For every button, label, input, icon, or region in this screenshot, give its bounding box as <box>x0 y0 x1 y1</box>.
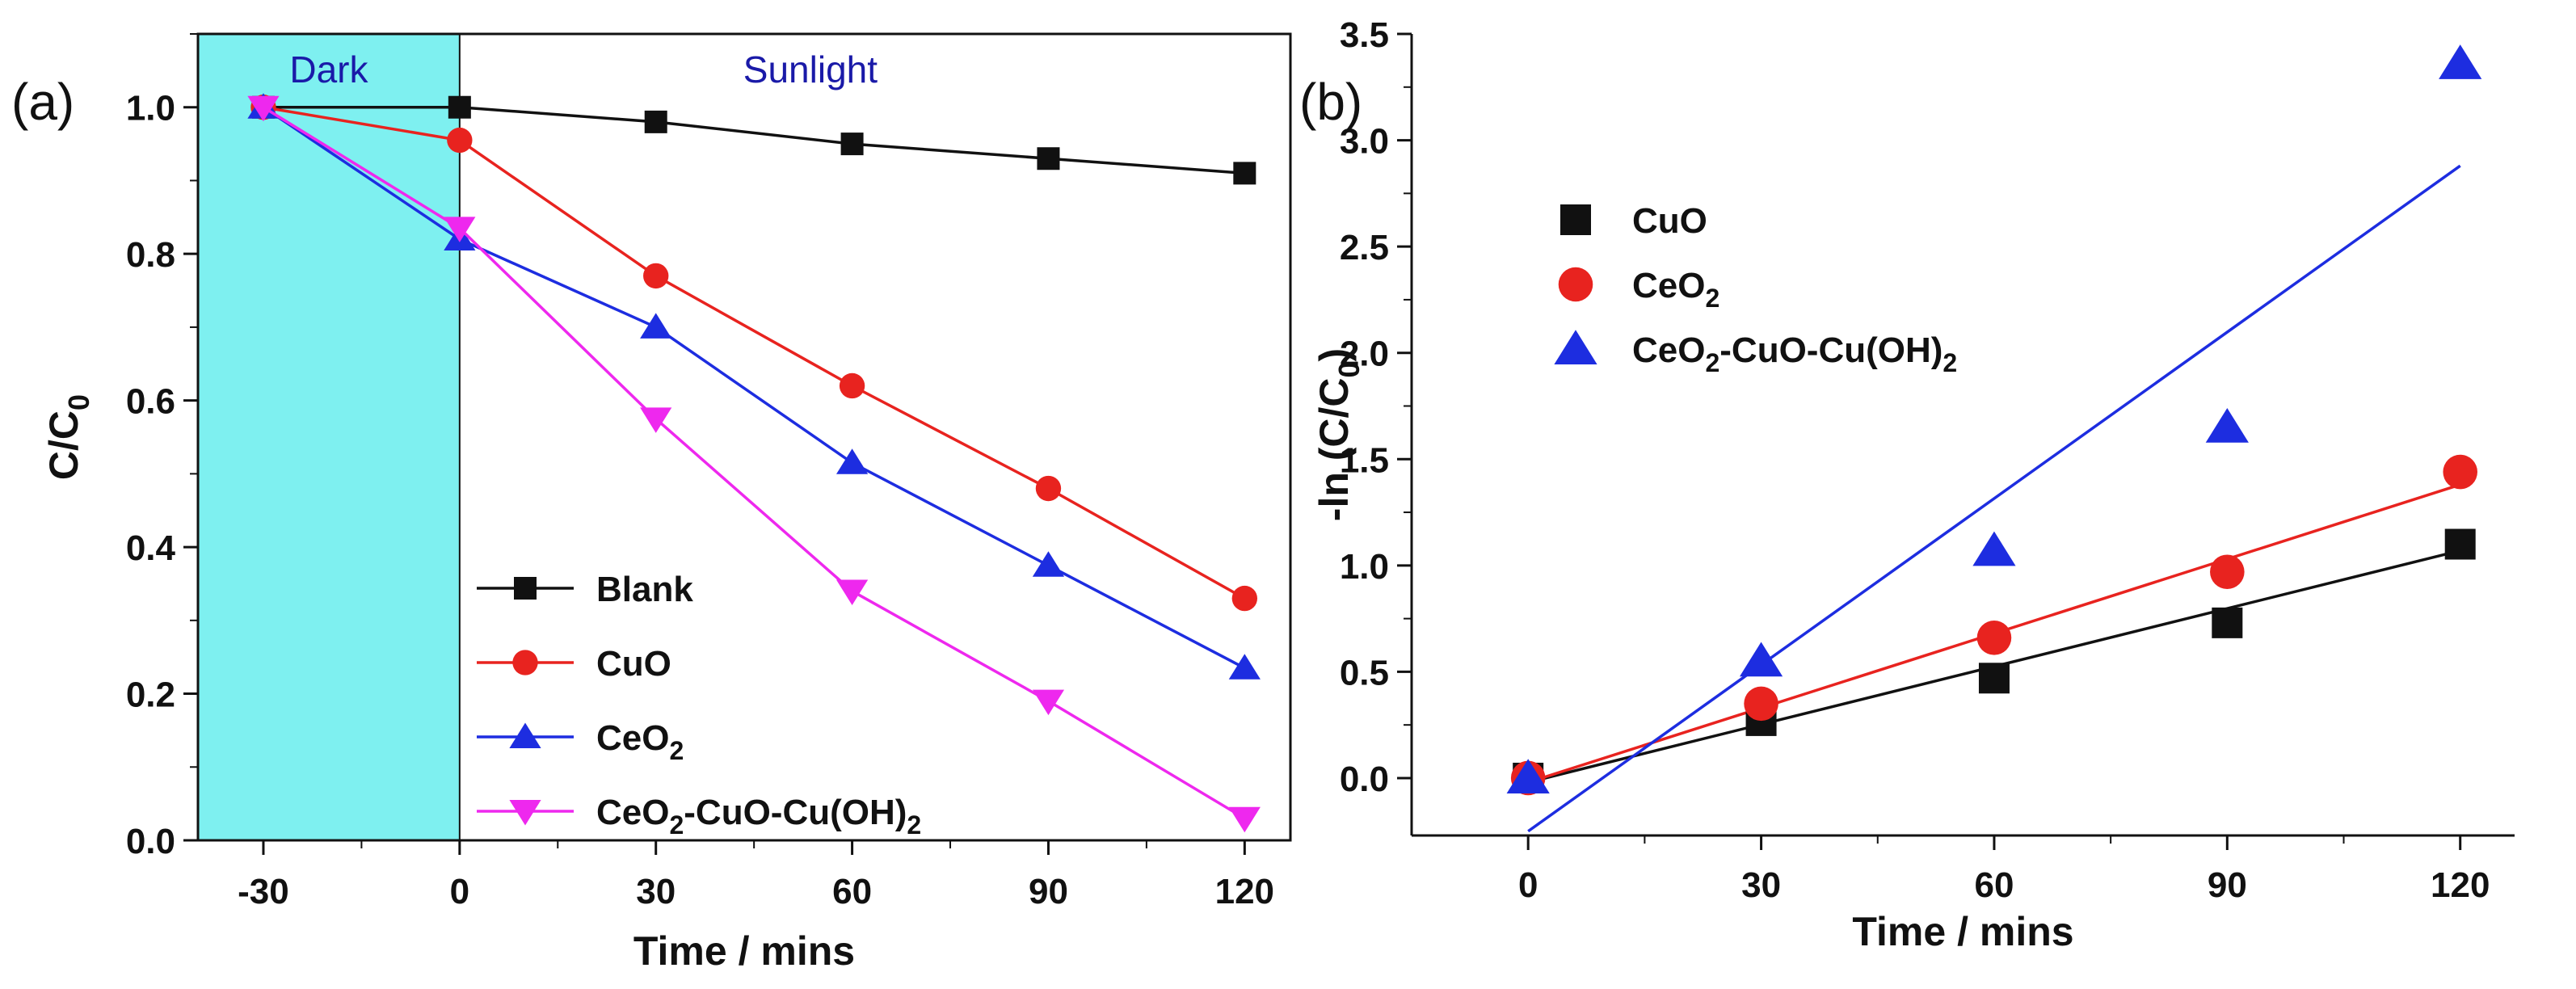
series-line-3 <box>263 106 1246 820</box>
x-tick-label: 120 <box>1215 872 1274 911</box>
legend-label-2: CeO2 <box>596 718 684 765</box>
data-point-0 <box>840 133 864 156</box>
data-point-0 <box>1037 147 1060 170</box>
x-axis-label: Time / mins <box>1852 909 2073 954</box>
y-tick-label: 0.0 <box>126 822 175 861</box>
data-point-2 <box>1032 551 1065 577</box>
plot-frame <box>196 32 1292 842</box>
x-tick-label: 120 <box>2431 865 2490 905</box>
series-line-1 <box>263 106 1246 600</box>
data-point-1 <box>2210 554 2245 589</box>
x-axis-label: Time / mins <box>633 928 855 974</box>
data-point-0 <box>644 110 667 133</box>
data-point-2 <box>2205 408 2249 443</box>
fit-line-2 <box>1527 164 2461 833</box>
y-tick-label: 0.4 <box>126 528 176 568</box>
data-point-2 <box>640 313 672 339</box>
legend-marker-0 <box>1560 204 1591 235</box>
data-point-1 <box>1231 585 1258 612</box>
x-tick-label: 60 <box>1974 865 2014 905</box>
panel-a: Dark Sunlight -30 0 30 60 90 120 0.0 0.2 0.4 0.6 0.8… <box>11 32 1292 974</box>
data-point-3 <box>640 407 672 433</box>
legend-label-2: CeO2-CuO-Cu(OH)2 <box>1632 330 1957 377</box>
data-point-1 <box>1035 475 1062 502</box>
legend-marker-2 <box>1554 330 1597 364</box>
data-point-1 <box>1976 621 2012 655</box>
y-tick-label: 0.5 <box>1340 653 1389 692</box>
x-tick-label: 90 <box>2208 865 2247 905</box>
data-point-2 <box>1506 759 1550 793</box>
panel-b: 0 30 60 90 120 0.0 0.5 1.0 1.5 2.0 2.5 3.0 3.5 Time /… <box>1299 15 2515 954</box>
y-tick-label: 0.2 <box>126 675 175 715</box>
legend-marker-1 <box>1558 267 1593 302</box>
x-tick-label: -30 <box>238 872 289 911</box>
series-line-0 <box>263 105 1245 175</box>
data-point-2 <box>836 448 869 474</box>
x-tick-label: 90 <box>1029 872 1068 911</box>
data-point-0 <box>1233 162 1256 185</box>
legend-label-0: CuO <box>1632 201 1707 241</box>
y-tick-label: 2.0 <box>1340 335 1389 374</box>
data-point-0 <box>2212 607 2243 638</box>
data-point-0 <box>2444 528 2476 560</box>
y-tick-label: 1.5 <box>1340 440 1389 480</box>
data-point-2 <box>1228 654 1261 680</box>
legend-marker-0 <box>514 577 537 600</box>
data-point-3 <box>247 95 280 122</box>
data-point-1 <box>2443 454 2477 490</box>
legend-label-3: CeO2-CuO-Cu(OH)2 <box>596 793 921 840</box>
y-tick-label: 0.6 <box>126 382 175 422</box>
data-point-1 <box>1744 686 1778 722</box>
legend-label-1: CeO2 <box>1632 266 1719 313</box>
y-tick-label: 2.5 <box>1340 228 1389 267</box>
y-tick-label: 3.5 <box>1340 15 1389 55</box>
panel-label: (b) <box>1299 73 1362 131</box>
data-point-3 <box>444 217 476 242</box>
data-point-2 <box>1739 642 1783 677</box>
panel-label: (a) <box>11 73 74 131</box>
region-sunlight-band <box>459 34 1291 840</box>
legend-marker-3 <box>509 800 541 826</box>
x-tick-label: 0 <box>450 872 469 911</box>
data-point-3 <box>1228 806 1261 833</box>
region-sunlight-label: Sunlight <box>743 48 878 90</box>
y-tick-label: 0.0 <box>1340 760 1389 799</box>
y-axis-label: -ln (C/C0) <box>1311 348 1366 521</box>
region-dark-band <box>198 34 460 840</box>
y-tick-label: 1.0 <box>1340 547 1389 587</box>
data-point-3 <box>1032 689 1065 716</box>
data-point-2 <box>1972 531 2016 566</box>
y-tick-label: 1.0 <box>126 89 175 128</box>
data-point-1 <box>839 372 865 399</box>
legend-marker-2 <box>509 722 541 748</box>
x-tick-label: 0 <box>1518 865 1538 905</box>
x-tick-label: 30 <box>1741 865 1781 905</box>
x-tick-label: 60 <box>832 872 872 911</box>
region-dark-label: Dark <box>289 48 368 90</box>
series-line-2 <box>262 106 1246 670</box>
y-axis-label: C/C0 <box>41 394 95 480</box>
legend-marker-1 <box>512 650 538 675</box>
y-tick-label: 3.0 <box>1340 122 1389 162</box>
legend-label-0: Blank <box>596 570 693 609</box>
data-point-2 <box>2439 44 2482 79</box>
data-point-1 <box>643 263 669 289</box>
data-point-0 <box>1978 663 2010 694</box>
x-tick-label: 30 <box>636 872 676 911</box>
legend-label-1: CuO <box>596 644 671 684</box>
data-point-3 <box>836 579 869 606</box>
y-tick-label: 0.8 <box>126 235 175 275</box>
data-point-0 <box>448 95 471 119</box>
data-point-1 <box>447 127 473 154</box>
